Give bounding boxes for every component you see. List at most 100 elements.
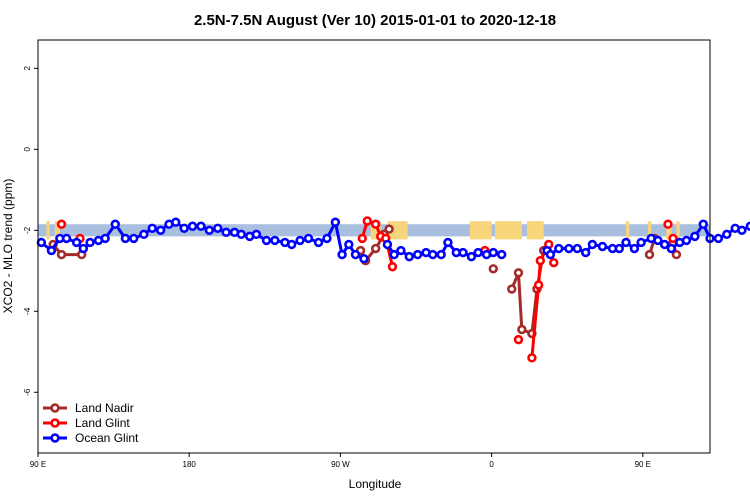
data-point (171, 217, 181, 227)
data-point (513, 334, 524, 345)
data-point (533, 280, 544, 290)
data-point (71, 237, 82, 248)
x-tick-label: 0 (489, 460, 494, 469)
data-point (147, 223, 157, 233)
land-band-segment (46, 221, 50, 240)
data-point (745, 221, 750, 231)
data-point (357, 233, 367, 244)
x-tick-label: 90 W (331, 460, 350, 469)
data-point (110, 219, 120, 229)
land-band-segment (676, 221, 680, 240)
data-point (737, 225, 747, 236)
data-point (330, 217, 341, 227)
data-point (313, 237, 324, 248)
data-point (436, 249, 446, 260)
data-point (382, 239, 393, 250)
x-axis-label: Longitude (349, 477, 402, 491)
data-point (251, 229, 262, 240)
data-point (36, 237, 47, 248)
data-point (129, 233, 139, 244)
x-tick-label: 90 E (635, 460, 651, 469)
data-point (564, 243, 574, 254)
data-point (370, 219, 381, 229)
x-axis-ticks: 90 E 180 90 W 0 90 E (30, 453, 651, 469)
data-point (78, 243, 89, 254)
land-band-segment (387, 221, 408, 240)
data-point (621, 237, 631, 248)
data-point (698, 219, 708, 229)
y-tick-label: -2 (23, 226, 32, 234)
data-point (404, 251, 414, 262)
legend-label: Ocean Glint (75, 431, 139, 445)
data-point (580, 247, 591, 258)
data-point (350, 249, 361, 260)
data-point (179, 223, 189, 233)
data-point (535, 255, 546, 266)
x-tick-label: 90 E (30, 460, 46, 469)
data-point (261, 235, 272, 246)
data-point (387, 262, 398, 272)
data-point (636, 237, 646, 248)
data-point (155, 225, 166, 236)
data-point (458, 247, 468, 258)
data-point (286, 239, 297, 250)
data-point (517, 324, 527, 335)
y-tick-label: -6 (23, 388, 32, 396)
data-point (663, 219, 673, 229)
data-point (473, 247, 483, 258)
data-point (496, 249, 507, 260)
data-point (389, 249, 399, 260)
chart-title: 2.5N-7.5N August (Ver 10) 2015-01-01 to … (194, 12, 556, 29)
data-point (545, 249, 556, 260)
land-band-segment (666, 221, 672, 240)
land-band-segment (626, 221, 630, 240)
y-tick-label: -4 (23, 307, 32, 315)
data-point (659, 239, 670, 250)
data-point (513, 268, 524, 278)
data-point (549, 257, 559, 268)
data-point (488, 247, 498, 258)
land-band-segment (494, 221, 522, 240)
data-point (139, 229, 149, 240)
land-band-segment (370, 221, 381, 240)
data-point (295, 235, 305, 246)
data-point (370, 243, 381, 254)
legend-marker (50, 403, 60, 413)
data-point (666, 243, 677, 254)
data-point (359, 253, 369, 264)
data-point (204, 225, 215, 236)
data-point (85, 237, 95, 248)
data-point (100, 233, 110, 244)
legend-marker (50, 418, 60, 428)
data-point (270, 235, 280, 246)
data-point (681, 235, 692, 246)
data-point (196, 221, 206, 231)
data-point (668, 233, 678, 244)
legend-item: Ocean Glint (43, 431, 139, 445)
land-band-segment (526, 221, 544, 240)
data-point (412, 249, 423, 260)
data-point (61, 233, 72, 244)
data-point (120, 233, 131, 244)
data-point (527, 353, 537, 363)
land-band-segment (647, 221, 652, 240)
data-point (466, 251, 477, 262)
data-point (236, 229, 246, 240)
data-point (428, 249, 438, 260)
land-band-segment (469, 221, 492, 240)
data-point (488, 264, 498, 274)
data-point (443, 237, 453, 248)
data-point (384, 224, 394, 234)
data-point (629, 243, 640, 254)
land-band-segment (54, 221, 60, 240)
data-point (213, 223, 223, 233)
series-ocean-glint (36, 217, 750, 264)
data-point (56, 219, 67, 229)
legend-label: Land Nadir (75, 401, 134, 415)
data-point (187, 221, 198, 231)
data-point (56, 249, 67, 260)
data-point (587, 239, 598, 250)
data-point (337, 249, 347, 260)
